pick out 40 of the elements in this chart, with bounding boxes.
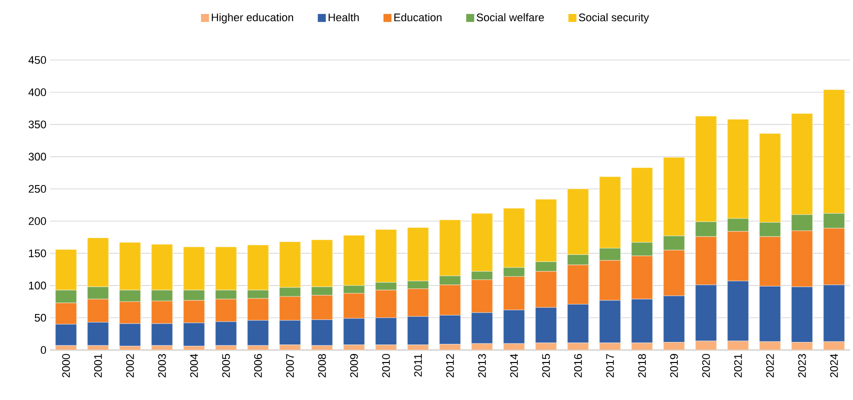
y-tick-label: 50 (34, 314, 46, 322)
legend-label: Social security (578, 13, 649, 24)
y-tick-label: 0 (40, 346, 46, 354)
x-tick-label: 2001 (94, 354, 102, 378)
x-tick-label: 2011 (414, 354, 422, 377)
x-tick-label: 2016 (574, 354, 582, 378)
y-tick-label: 350 (28, 120, 46, 128)
legend-label: Social welfare (476, 13, 544, 22)
x-tick-label: 2002 (126, 354, 134, 378)
x-tick-label: 2022 (766, 354, 774, 378)
x-tick-label: 2014 (510, 354, 518, 378)
y-tick-label: 100 (29, 282, 46, 290)
x-tick-label: 2012 (446, 354, 454, 378)
x-tick-label: 2006 (254, 354, 262, 378)
x-tick-label: 2015 (542, 354, 550, 378)
x-tick-label: 2010 (382, 354, 390, 378)
y-tick-label: 150 (29, 249, 46, 258)
x-tick-label: 2024 (830, 354, 838, 378)
x-tick-label: 2000 (62, 354, 70, 378)
y-tick-label: 250 (28, 185, 46, 193)
x-tick-label: 2005 (222, 354, 230, 378)
x-tick-label: 2017 (606, 354, 614, 378)
x-tick-label: 2008 (318, 354, 326, 378)
legend-label: Health (328, 13, 359, 22)
y-tick-label: 450 (28, 56, 46, 64)
x-tick-label: 2004 (190, 354, 198, 378)
x-tick-label: 2009 (350, 354, 358, 378)
x-tick-label: 2013 (478, 354, 486, 378)
legend-label: Higher education (212, 13, 294, 24)
x-tick-label: 2020 (702, 354, 710, 378)
y-tick-label: 200 (28, 217, 46, 225)
x-tick-label: 2003 (158, 354, 166, 378)
x-tick-label: 2021 (734, 354, 742, 378)
x-tick-label: 2018 (638, 354, 646, 378)
legend-label: Education (394, 13, 442, 22)
y-tick-label: 300 (28, 152, 46, 161)
x-tick-label: 2023 (798, 354, 806, 378)
x-tick-label: 2007 (286, 354, 294, 378)
x-tick-label: 2019 (670, 354, 678, 378)
y-tick-label: 400 (28, 88, 46, 96)
